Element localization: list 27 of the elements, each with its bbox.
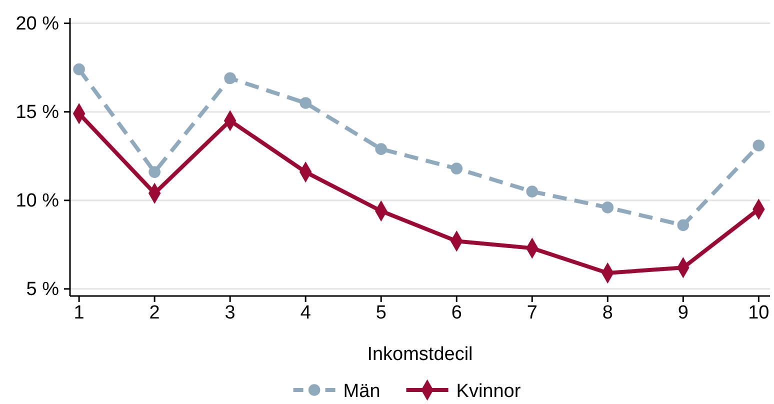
point xyxy=(375,143,388,155)
point xyxy=(752,140,765,152)
legend-label: Kvinnor xyxy=(456,381,522,402)
point xyxy=(526,186,538,198)
point xyxy=(300,97,312,109)
x-tick-label: 10 xyxy=(748,302,770,324)
point xyxy=(677,219,690,232)
point xyxy=(602,202,614,214)
legend-label: Män xyxy=(343,381,380,402)
x-tick-label: 6 xyxy=(451,302,462,324)
y-tick-label: 20 % xyxy=(16,13,60,34)
x-tick-label: 9 xyxy=(678,302,688,324)
y-tick-label: 10 % xyxy=(16,190,60,212)
point xyxy=(224,72,236,84)
x-tick-label: 2 xyxy=(149,302,160,324)
x-axis-title: Inkomstdecil xyxy=(367,344,473,365)
point xyxy=(450,162,463,174)
point xyxy=(73,63,85,76)
x-tick-label: 8 xyxy=(602,302,613,324)
x-tick-label: 7 xyxy=(526,302,538,324)
x-tick-label: 3 xyxy=(224,302,236,324)
y-tick-label: 15 % xyxy=(16,102,60,123)
x-tick-label: 4 xyxy=(300,302,312,324)
point xyxy=(148,166,160,178)
y-tick-label: 5 % xyxy=(26,278,60,300)
x-tick-label: 1 xyxy=(74,302,84,324)
x-tick-label: 5 xyxy=(376,302,386,324)
